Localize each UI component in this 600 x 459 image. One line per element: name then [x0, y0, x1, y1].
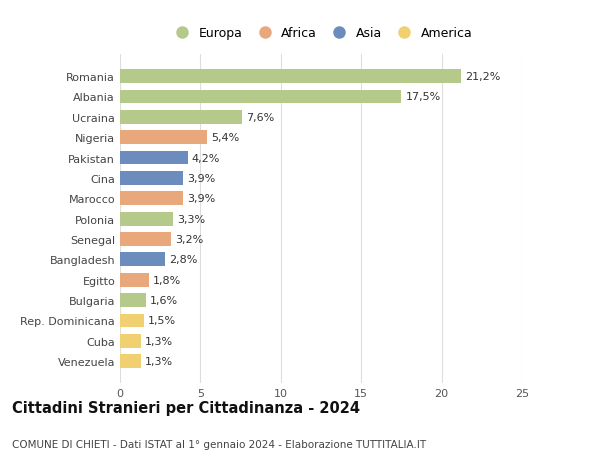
- Text: COMUNE DI CHIETI - Dati ISTAT al 1° gennaio 2024 - Elaborazione TUTTITALIA.IT: COMUNE DI CHIETI - Dati ISTAT al 1° genn…: [12, 439, 426, 449]
- Text: 21,2%: 21,2%: [465, 72, 500, 82]
- Bar: [120, 294, 146, 308]
- Text: 3,9%: 3,9%: [187, 174, 215, 184]
- Text: 3,9%: 3,9%: [187, 194, 215, 204]
- Text: 3,2%: 3,2%: [175, 235, 204, 245]
- Bar: [120, 253, 165, 267]
- Text: 5,4%: 5,4%: [211, 133, 239, 143]
- Bar: [120, 354, 141, 368]
- Bar: [120, 90, 401, 104]
- Text: 1,5%: 1,5%: [148, 316, 176, 326]
- Text: Cittadini Stranieri per Cittadinanza - 2024: Cittadini Stranieri per Cittadinanza - 2…: [12, 400, 360, 415]
- Text: 1,3%: 1,3%: [145, 336, 173, 346]
- Bar: [120, 70, 461, 84]
- Bar: [120, 314, 144, 328]
- Text: 1,3%: 1,3%: [145, 357, 173, 366]
- Text: 1,8%: 1,8%: [153, 275, 181, 285]
- Bar: [120, 172, 183, 185]
- Bar: [120, 212, 173, 226]
- Bar: [120, 334, 141, 348]
- Legend: Europa, Africa, Asia, America: Europa, Africa, Asia, America: [164, 22, 478, 45]
- Bar: [120, 111, 242, 124]
- Bar: [120, 131, 207, 145]
- Text: 4,2%: 4,2%: [191, 153, 220, 163]
- Bar: [120, 192, 183, 206]
- Text: 3,3%: 3,3%: [177, 214, 205, 224]
- Text: 17,5%: 17,5%: [406, 92, 440, 102]
- Bar: [120, 273, 149, 287]
- Text: 1,6%: 1,6%: [150, 296, 178, 305]
- Text: 7,6%: 7,6%: [246, 112, 274, 123]
- Text: 2,8%: 2,8%: [169, 255, 197, 265]
- Bar: [120, 233, 172, 246]
- Bar: [120, 151, 188, 165]
